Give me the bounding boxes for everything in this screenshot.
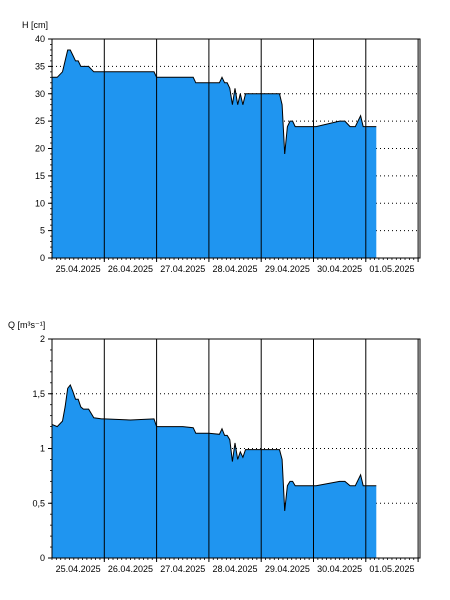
y-tick-label: 5 xyxy=(40,226,45,236)
x-tick-label: 26.04.2025 xyxy=(108,564,153,574)
x-tick-label: 29.04.2025 xyxy=(265,264,310,274)
y-tick-label: 1 xyxy=(40,444,45,454)
water-level-chart: H [cm] 0 5 10 15 20 25 30 35 40 25.04.2025 26.04.… xyxy=(22,20,421,274)
y-axis-ticks: 0 5 10 15 20 25 30 35 40 xyxy=(35,34,52,263)
y-axis-label: Q [m³s⁻¹] xyxy=(8,320,45,330)
y-tick-label: 35 xyxy=(35,61,45,71)
x-tick-label: 30.04.2025 xyxy=(317,264,362,274)
series-area xyxy=(52,385,377,558)
x-tick-label: 25.04.2025 xyxy=(56,264,101,274)
series-line xyxy=(51,384,377,511)
x-tick-label: 01.05.2025 xyxy=(369,264,414,274)
y-tick-label: 0 xyxy=(40,553,45,563)
y-tick-label: 20 xyxy=(35,144,45,154)
y-tick-label: 0 xyxy=(40,253,45,263)
y-tick-label: 15 xyxy=(35,171,45,181)
y-tick-label: 40 xyxy=(35,34,45,44)
x-tick-label: 28.04.2025 xyxy=(213,264,258,274)
x-tick-label: 01.05.2025 xyxy=(369,564,414,574)
day-separators xyxy=(103,39,419,258)
y-tick-label: 30 xyxy=(35,89,45,99)
y-axis-label: H [cm] xyxy=(22,20,48,30)
y-tick-label: 10 xyxy=(35,198,45,208)
y-axis-ticks: 0 0,5 1 1,5 2 xyxy=(32,334,52,563)
x-tick-label: 27.04.2025 xyxy=(160,564,205,574)
y-tick-label: 1,5 xyxy=(32,389,45,399)
y-tick-label: 0,5 xyxy=(32,498,45,508)
x-tick-label: 25.04.2025 xyxy=(56,564,101,574)
x-tick-label: 26.04.2025 xyxy=(108,264,153,274)
series-area xyxy=(52,50,377,258)
x-axis-ticks: 25.04.2025 26.04.2025 27.04.2025 28.04.2025… xyxy=(51,258,419,274)
y-tick-label: 25 xyxy=(35,116,45,126)
x-axis-ticks: 25.04.2025 26.04.2025 27.04.2025 28.04.2025… xyxy=(51,558,419,574)
series-line xyxy=(52,49,377,155)
y-tick-label: 2 xyxy=(40,334,45,344)
x-tick-label: 29.04.2025 xyxy=(265,564,310,574)
x-tick-label: 28.04.2025 xyxy=(213,564,258,574)
x-tick-label: 30.04.2025 xyxy=(317,564,362,574)
discharge-chart: Q [m³s⁻¹] 0 0,5 1 1,5 2 25.04.2025 26.04.2025… xyxy=(8,320,421,574)
day-separators xyxy=(103,339,419,558)
x-tick-label: 27.04.2025 xyxy=(160,264,205,274)
